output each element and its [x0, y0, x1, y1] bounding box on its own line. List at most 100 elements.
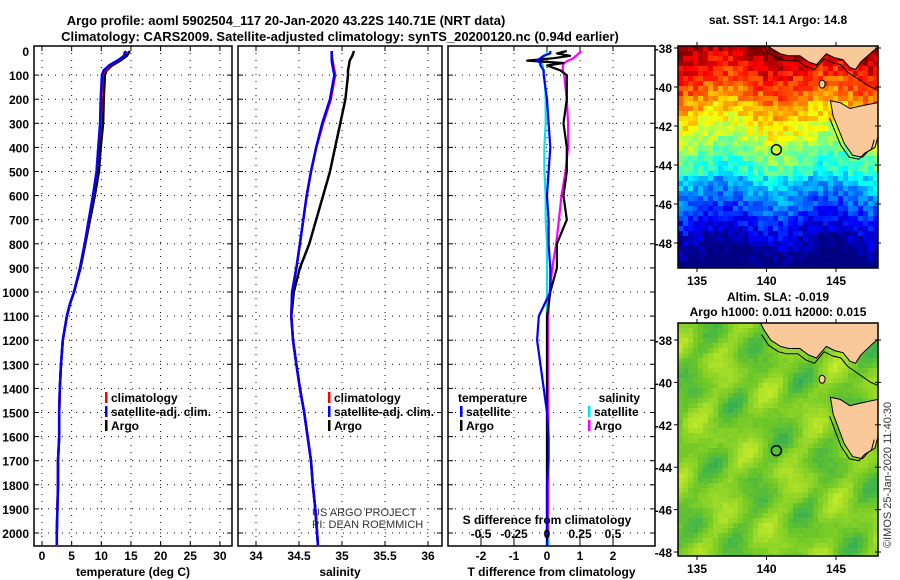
map-cell: [758, 241, 764, 247]
map-cell: [823, 226, 829, 232]
map-cell: [813, 513, 819, 519]
map-cell: [868, 453, 874, 459]
map-cell: [808, 358, 814, 364]
map-cell: [823, 413, 829, 419]
map-cell: [703, 383, 709, 389]
map-cell: [733, 353, 739, 359]
map-cell: [818, 211, 824, 217]
map-cell: [713, 403, 719, 409]
map-cell: [843, 473, 849, 479]
map-cell: [768, 151, 774, 157]
map-cell: [763, 76, 769, 82]
map-cell: [828, 538, 834, 544]
map-cell: [748, 553, 754, 556]
map-cell: [743, 131, 749, 137]
map-cell: [753, 231, 759, 237]
map-cell: [713, 458, 719, 464]
map-cell: [808, 81, 814, 87]
map-cell: [778, 443, 784, 449]
map-cell: [783, 126, 789, 132]
map-cell: [778, 533, 784, 539]
map-cell: [683, 176, 689, 182]
map-cell: [853, 533, 859, 539]
map-cell: [738, 473, 744, 479]
map-cell: [808, 528, 814, 534]
map-cell: [788, 358, 794, 364]
map-cell: [838, 473, 844, 479]
x-tick-label: 34: [249, 549, 263, 563]
map-cell: [773, 116, 779, 122]
map-cell: [788, 363, 794, 369]
map-cell: [773, 101, 779, 107]
map-cell: [793, 131, 799, 137]
map-cell: [723, 146, 729, 152]
map-cell: [833, 181, 839, 187]
map-cell: [833, 498, 839, 504]
map-cell: [748, 393, 754, 399]
map-cell: [833, 226, 839, 232]
map-cell: [868, 166, 874, 172]
map-cell: [863, 463, 869, 469]
map-cell: [703, 151, 709, 157]
map-cell: [788, 261, 794, 267]
map-cell: [723, 468, 729, 474]
map-cell: [873, 383, 878, 389]
map-cell: [708, 171, 714, 177]
map-cell: [693, 156, 699, 162]
map-cell: [773, 393, 779, 399]
map-cell: [778, 226, 784, 232]
map-cell: [683, 523, 689, 529]
map-cell: [688, 46, 694, 52]
map-cell: [833, 176, 839, 182]
map-cell: [743, 403, 749, 409]
map-cell: [843, 358, 849, 364]
map-cell: [733, 86, 739, 92]
map-cell: [718, 176, 724, 182]
map-cell: [793, 56, 799, 62]
map-cell: [858, 266, 864, 268]
map-cell: [863, 353, 869, 359]
map-cell: [753, 418, 759, 424]
map-cell: [813, 131, 819, 137]
map-cell: [788, 398, 794, 404]
map-cell: [683, 543, 689, 549]
map-cell: [688, 261, 694, 267]
map-cell: [738, 543, 744, 549]
map-cell: [858, 463, 864, 469]
map-cell: [828, 423, 834, 429]
map-cell: [838, 151, 844, 157]
map-cell: [738, 323, 744, 329]
map-cell: [863, 261, 869, 267]
map-cell: [758, 106, 764, 112]
map-cell: [713, 121, 719, 127]
map-cell: [818, 408, 824, 414]
map-cell: [683, 538, 689, 544]
map-cell: [683, 358, 689, 364]
map-cell: [713, 46, 719, 52]
map-cell: [828, 61, 834, 67]
map-cell: [798, 166, 804, 172]
map-cell: [858, 533, 864, 539]
x-axis-label: salinity: [319, 565, 361, 579]
lat-tick-label: -46: [655, 198, 673, 212]
map-cell: [683, 503, 689, 509]
map-cell: [693, 146, 699, 152]
map-cell: [728, 413, 734, 419]
map-cell: [818, 528, 824, 534]
map-cell: [828, 383, 834, 389]
map-cell: [828, 96, 834, 102]
map-cell: [803, 518, 809, 524]
map-cell: [688, 241, 694, 247]
map-cell: [718, 398, 724, 404]
depth-tick-label: 700: [9, 214, 29, 228]
map-cell: [703, 146, 709, 152]
map-cell: [738, 116, 744, 122]
map-cell: [858, 236, 864, 242]
map-cell: [773, 191, 779, 197]
map-cell: [783, 543, 789, 549]
map-cell: [753, 61, 759, 67]
map-cell: [688, 348, 694, 354]
map-cell: [763, 201, 769, 207]
map-cell: [738, 493, 744, 499]
map-cell: [718, 211, 724, 217]
